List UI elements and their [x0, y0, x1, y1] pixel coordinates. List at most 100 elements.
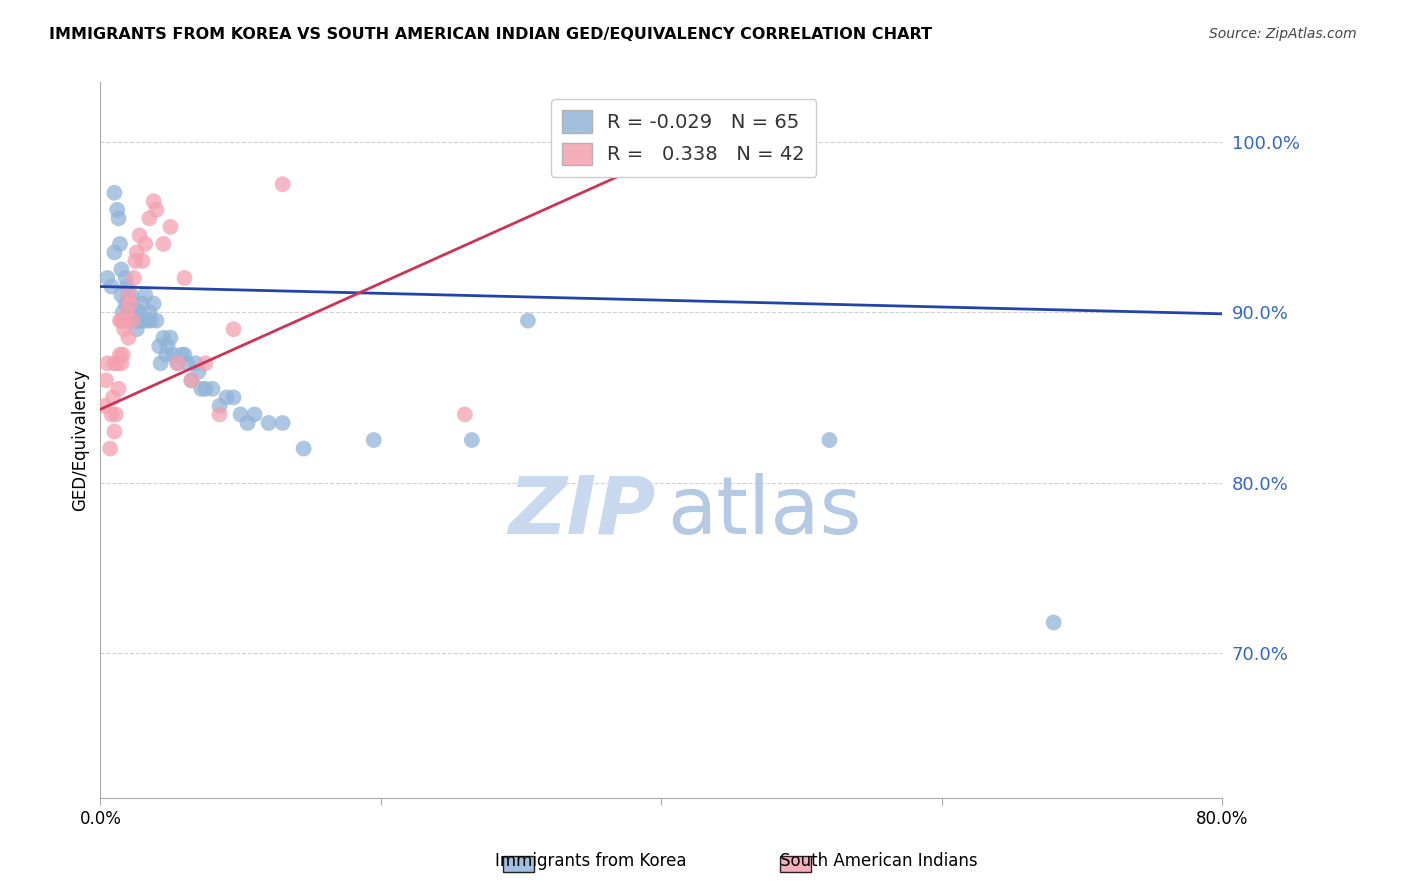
Point	[166, 356, 188, 370]
Point	[105, 202, 128, 217]
Point	[818, 433, 841, 447]
Point	[103, 356, 125, 370]
Point	[208, 399, 231, 413]
Point	[110, 288, 132, 302]
Point	[170, 348, 193, 362]
Point	[120, 288, 142, 302]
Point	[190, 382, 212, 396]
Point	[114, 313, 136, 327]
Point	[131, 254, 153, 268]
Point	[131, 296, 153, 310]
Point	[134, 288, 156, 302]
Text: South American Indians: South American Indians	[780, 852, 977, 870]
Point	[120, 305, 142, 319]
Point	[229, 408, 252, 422]
Point	[180, 373, 202, 387]
Point	[135, 313, 157, 327]
Point	[454, 408, 477, 422]
Point	[110, 313, 132, 327]
Point	[107, 211, 129, 226]
Point	[461, 433, 484, 447]
Point	[108, 236, 131, 251]
Point	[173, 348, 195, 362]
Point	[166, 356, 188, 370]
Point	[96, 356, 118, 370]
Point	[115, 305, 138, 319]
Point	[118, 296, 141, 310]
Point	[103, 186, 125, 200]
Point	[142, 296, 165, 310]
Point	[176, 356, 198, 370]
Point	[125, 245, 148, 260]
Point	[127, 313, 149, 327]
Point	[122, 313, 145, 327]
Point	[108, 348, 131, 362]
Point	[110, 262, 132, 277]
Point	[124, 254, 146, 268]
Point	[134, 236, 156, 251]
Point	[108, 313, 131, 327]
Point	[516, 313, 538, 327]
Point	[187, 365, 209, 379]
Point	[103, 425, 125, 439]
Point	[145, 313, 167, 327]
Point	[114, 271, 136, 285]
Point	[162, 348, 184, 362]
Point	[292, 442, 315, 456]
Point	[93, 399, 115, 413]
Point	[148, 339, 170, 353]
Legend: R = -0.029   N = 65, R =   0.338   N = 42: R = -0.029 N = 65, R = 0.338 N = 42	[551, 99, 817, 177]
Point	[112, 313, 135, 327]
Point	[222, 390, 245, 404]
Point	[271, 178, 294, 192]
Point	[117, 331, 139, 345]
Point	[156, 339, 179, 353]
Point	[194, 356, 217, 370]
Text: ZIP: ZIP	[508, 473, 655, 550]
Point	[121, 296, 143, 310]
Point	[100, 279, 122, 293]
Point	[121, 313, 143, 327]
Point	[122, 271, 145, 285]
Point	[173, 271, 195, 285]
Point	[124, 305, 146, 319]
Point	[111, 305, 134, 319]
Point	[96, 271, 118, 285]
Point	[1042, 615, 1064, 630]
Point	[363, 433, 385, 447]
Point	[138, 305, 160, 319]
Point	[104, 408, 127, 422]
Point	[107, 382, 129, 396]
Point	[159, 219, 181, 234]
Point	[208, 408, 231, 422]
Point	[139, 313, 162, 327]
Point	[184, 356, 207, 370]
Point	[110, 356, 132, 370]
Point	[215, 390, 238, 404]
Point	[145, 202, 167, 217]
Point	[112, 322, 135, 336]
Point	[128, 305, 150, 319]
Point	[152, 331, 174, 345]
Text: Immigrants from Korea: Immigrants from Korea	[495, 852, 686, 870]
Point	[117, 296, 139, 310]
Point	[115, 279, 138, 293]
Point	[257, 416, 280, 430]
Point	[101, 390, 124, 404]
Y-axis label: GED/Equivalency: GED/Equivalency	[72, 369, 89, 511]
Point	[180, 373, 202, 387]
Point	[128, 228, 150, 243]
Text: IMMIGRANTS FROM KOREA VS SOUTH AMERICAN INDIAN GED/EQUIVALENCY CORRELATION CHART: IMMIGRANTS FROM KOREA VS SOUTH AMERICAN …	[49, 27, 932, 42]
Point	[131, 313, 153, 327]
Point	[98, 442, 121, 456]
Point	[117, 313, 139, 327]
Point	[118, 313, 141, 327]
Point	[152, 236, 174, 251]
Point	[243, 408, 266, 422]
Point	[125, 322, 148, 336]
Point	[236, 416, 259, 430]
Point	[111, 348, 134, 362]
Point	[149, 356, 172, 370]
Point	[114, 296, 136, 310]
Point	[103, 245, 125, 260]
